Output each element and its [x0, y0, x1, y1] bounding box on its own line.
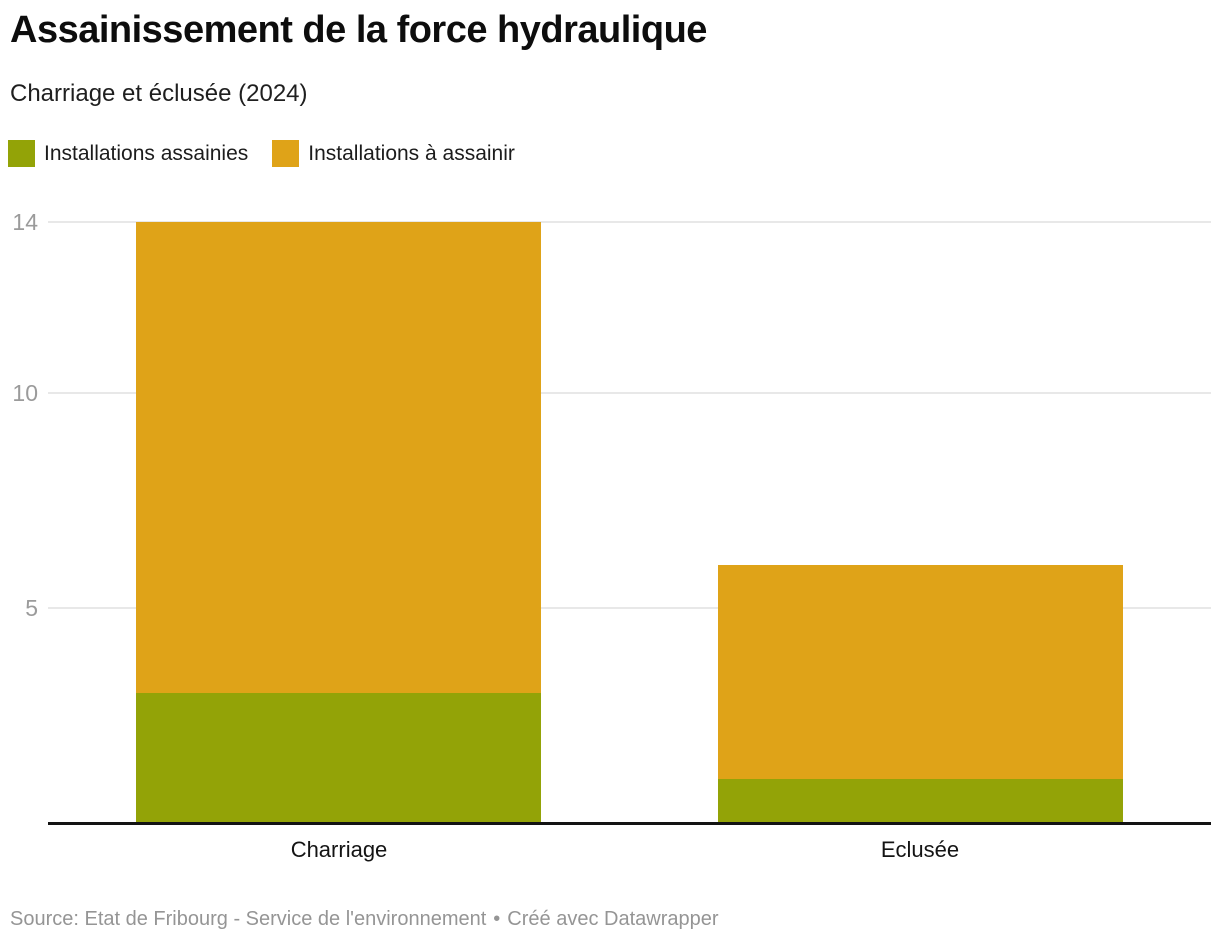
- legend: Installations assainies Installations à a…: [8, 140, 515, 167]
- legend-swatch-icon: [8, 140, 35, 167]
- x-axis-line: [48, 822, 1211, 825]
- legend-item: Installations assainies: [8, 140, 248, 167]
- legend-label: Installations assainies: [44, 142, 249, 165]
- legend-swatch-icon: [272, 140, 300, 167]
- y-axis-tick-label: 14: [12, 209, 38, 235]
- source-text: Source: Etat de Fribourg - Service de l'…: [10, 908, 487, 930]
- y-gridline: [48, 606, 1211, 609]
- footer-separator: •: [493, 908, 501, 930]
- bar-segment-charriage-assainies[interactable]: [136, 693, 541, 822]
- x-axis-category-label: Eclusée: [880, 837, 960, 862]
- footer: Source: Etat de Fribourg - Service de l'…: [10, 908, 719, 931]
- datawrapper-credit-link[interactable]: Créé avec Datawrapper: [507, 908, 719, 930]
- bar-segment-charriage-a-assainir[interactable]: [136, 222, 541, 694]
- legend-label: Installations à assainir: [308, 142, 515, 165]
- bar-segment-eclusée-a-assainir[interactable]: [718, 564, 1123, 780]
- chart-title: Assainissement de la force hydraulique: [10, 9, 707, 51]
- x-axis-category-label: Charriage: [290, 837, 388, 862]
- y-gridline: [48, 221, 1211, 223]
- y-axis-tick-label: 10: [12, 380, 38, 407]
- bar-segment-eclusée-assainies[interactable]: [718, 779, 1123, 822]
- plot-area: 5 10 14 Charriage Eclusée: [12, 210, 1211, 862]
- chart-subtitle: Charriage et éclusée (2024): [10, 80, 308, 107]
- y-axis-tick-label: 5: [25, 594, 38, 621]
- legend-item: Installations à assainir: [272, 140, 515, 167]
- y-gridline: [48, 392, 1211, 395]
